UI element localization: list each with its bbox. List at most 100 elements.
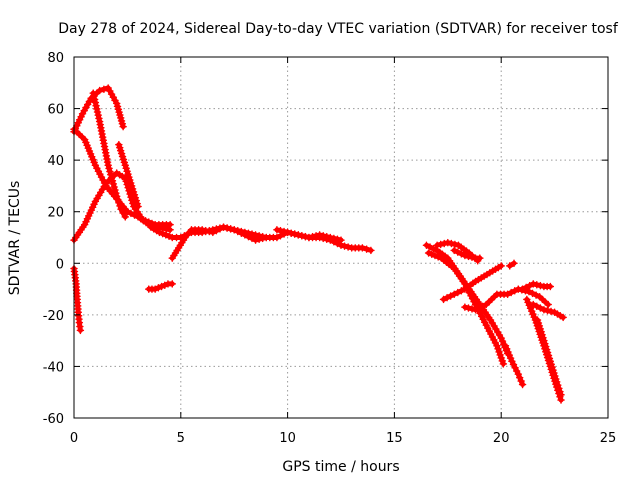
data-point [526,304,535,312]
data-point [273,226,281,234]
data-point [530,313,538,321]
data-point [86,150,95,158]
data-point [125,173,133,181]
data-point [542,342,550,351]
x-tick-label: 0 [70,431,78,446]
data-point [107,173,116,182]
data-point [105,164,113,173]
data-point [494,345,502,353]
data-point [116,146,125,155]
x-tick-label: 5 [177,431,185,446]
data-point [116,202,124,210]
data-point [545,354,554,363]
data-point [226,225,235,233]
data-point [201,226,210,235]
data-point [117,205,125,213]
data-point [109,180,118,188]
data-point [85,147,94,155]
data-point [555,384,563,393]
data-point [119,155,128,164]
data-point [111,186,119,194]
data-point [119,122,127,131]
data-point [305,233,313,242]
data-point [89,155,97,164]
data-point [126,176,134,184]
y-tick-label: 20 [47,206,64,221]
data-point [537,328,545,336]
data-point [298,232,306,240]
data-point [433,241,441,249]
data-point [461,251,469,260]
series-track-7 [168,223,270,262]
x-axis-label: GPS time / hours [282,459,399,475]
data-point [330,234,338,243]
data-point [100,85,108,93]
series-track-8 [273,226,345,244]
y-tick-label: -40 [43,360,64,375]
series-track-22 [529,300,567,322]
data-point [505,262,514,270]
data-point [106,170,115,179]
data-point [498,357,507,365]
data-point [554,381,562,389]
data-point [533,316,542,324]
x-tick-label: 20 [493,431,510,446]
data-point [518,380,527,389]
data-point [497,262,505,270]
data-point [120,158,129,167]
data-point [547,360,555,368]
data-point [290,230,299,238]
data-point [119,209,127,217]
data-point [128,185,137,193]
data-point [319,232,327,240]
data-point [283,228,292,237]
data-point [127,182,136,190]
data-point [198,226,206,234]
data-point [95,86,104,95]
data-point [106,167,114,176]
data-point [527,307,536,315]
data-point [312,232,320,240]
data-point [461,303,469,311]
data-point [436,240,445,249]
y-tick-label: 80 [47,51,64,66]
data-point [510,259,518,268]
data-point [543,348,552,357]
y-tick-label: 40 [47,154,64,169]
data-point [540,336,548,345]
data-point [468,305,476,313]
data-point [468,253,476,262]
data-point [301,232,310,241]
data-point [113,102,122,111]
series-track-3 [70,169,174,244]
data-point [464,252,473,261]
data-point [344,243,352,251]
data-point [117,117,126,125]
data-point [367,246,375,255]
series-track-21 [533,316,565,399]
data-point [133,199,141,208]
plot-frame [73,56,609,419]
data-point [326,233,335,242]
data-point [127,179,135,187]
data-point [114,195,122,204]
data-point [542,345,551,354]
data-point [131,193,140,202]
data-point [83,141,91,149]
data-point [280,227,288,236]
series-track-14 [439,262,505,304]
data-point [88,152,96,161]
data-point [76,326,85,335]
x-tick-label: 15 [386,431,403,446]
data-point [548,363,556,371]
data-point [546,282,555,291]
data-point [115,198,123,207]
data-point [536,281,545,290]
data-point [540,305,548,314]
data-point [523,295,531,304]
data-layer [70,84,567,404]
data-point [276,226,285,235]
x-tick-label: 10 [279,431,296,446]
y-tick-label: -20 [43,309,64,324]
data-point [258,234,267,243]
